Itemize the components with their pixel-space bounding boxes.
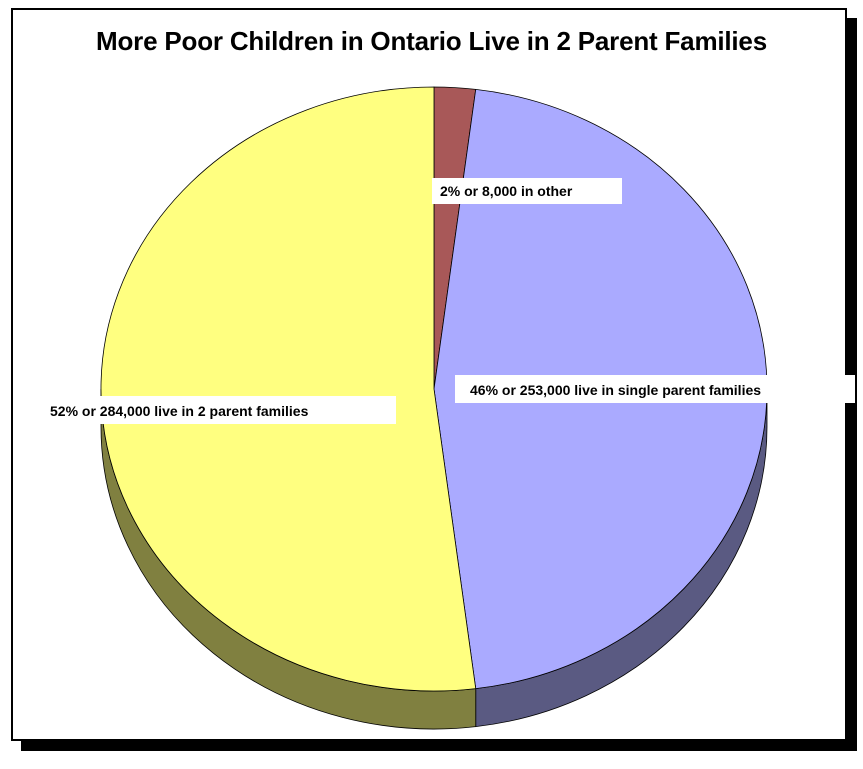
data-label-1: 2% or 8,000 in other [440, 183, 573, 199]
pie-slice-3 [100, 86, 477, 692]
data-label-2: 46% or 253,000 live in single parent fam… [470, 382, 761, 398]
chart-title: More Poor Children in Ontario Live in 2 … [96, 26, 767, 56]
data-label-3: 52% or 284,000 live in 2 parent families [50, 403, 309, 419]
data-label-box-1 [432, 178, 622, 204]
data-label-box-2 [455, 375, 855, 403]
data-label-box-3 [44, 396, 396, 424]
